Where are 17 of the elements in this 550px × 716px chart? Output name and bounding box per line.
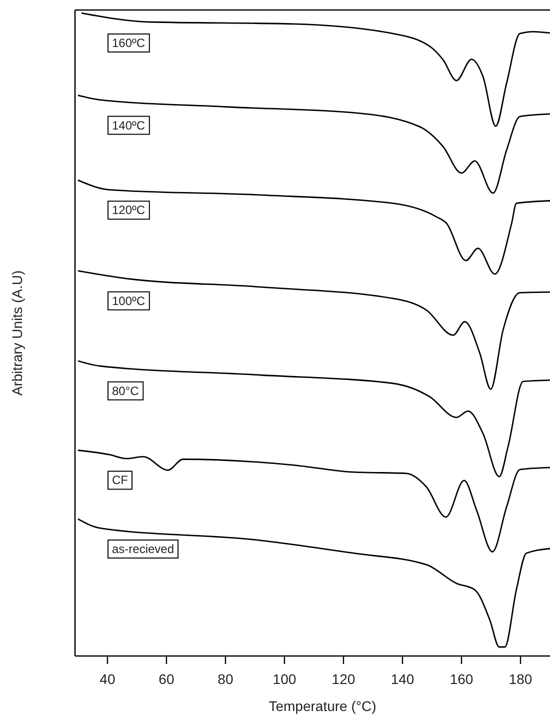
series-label: 140ºC [112,118,146,132]
series-label: 100ºC [112,294,146,308]
series-label: as-recieved [112,542,174,556]
x-tick-label: 80 [218,670,234,687]
x-tick-label: 60 [158,670,174,687]
x-tick-label: 140 [390,670,414,687]
x-tick-label: 40 [100,670,116,687]
x-tick-label: 100 [272,670,296,687]
x-tick-label: 120 [332,670,356,687]
series-label: CF [112,473,128,488]
x-tick-label: 180 [508,670,532,687]
y-axis-title: Arbitrary Units (A.U) [9,270,25,396]
series-label: 160ºC [112,36,146,50]
x-tick-label: 160 [450,670,474,687]
series-label: 120ºC [112,203,146,218]
series-label: 80°C [112,384,140,398]
x-axis-title: Temperature (°C) [268,698,376,714]
